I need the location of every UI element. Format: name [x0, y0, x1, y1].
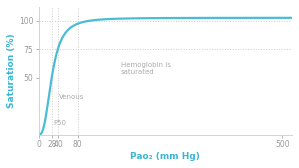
Text: Venous: Venous	[59, 94, 85, 100]
Text: Hemoglobin is
saturated: Hemoglobin is saturated	[120, 62, 170, 75]
X-axis label: Pao₂ (mm Hg): Pao₂ (mm Hg)	[130, 152, 200, 161]
Y-axis label: Saturation (%): Saturation (%)	[7, 34, 16, 108]
Text: P50: P50	[53, 120, 66, 126]
